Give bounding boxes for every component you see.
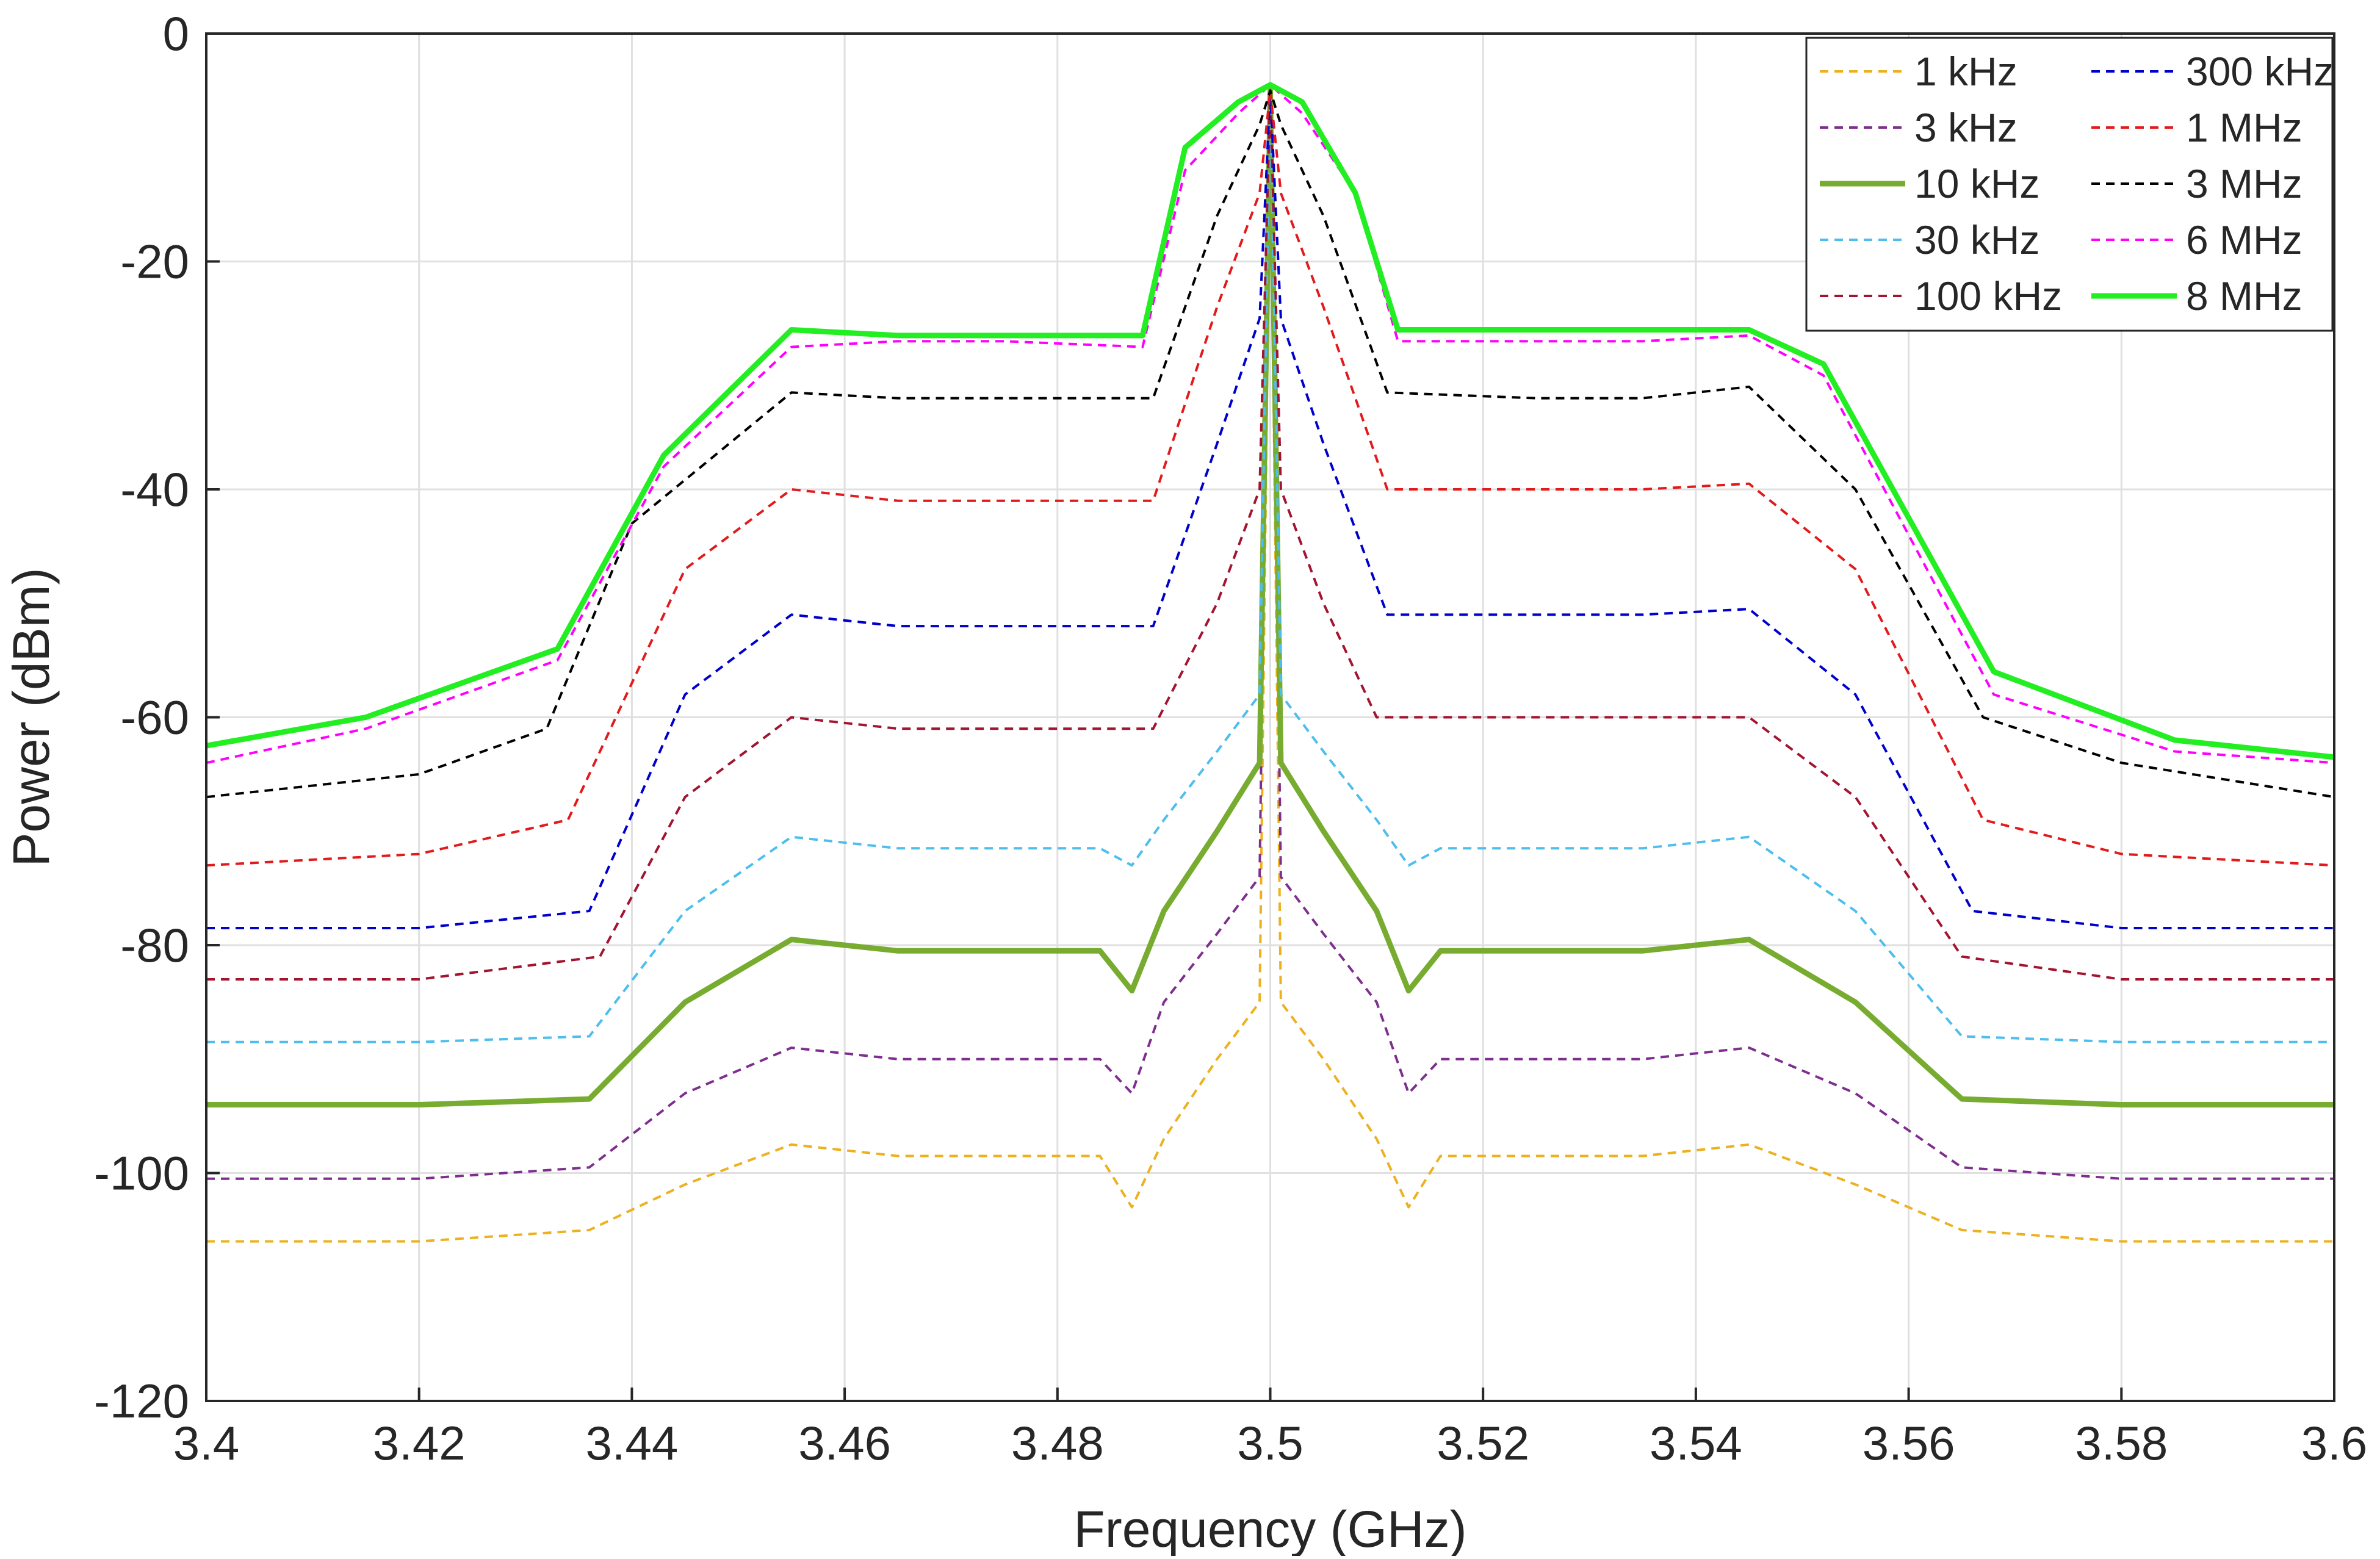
x-tick-label: 3.56 <box>1863 1416 1955 1470</box>
series-line-3-mhz <box>206 89 2335 799</box>
y-tick-label: -120 <box>94 1374 189 1428</box>
legend-label: 10 kHz <box>1914 161 2039 206</box>
legend-label: 3 MHz <box>2186 161 2302 206</box>
series-line-3-khz <box>206 89 2334 1180</box>
legend-label: 3 kHz <box>1914 105 2018 150</box>
legend-label: 300 kHz <box>2186 49 2334 94</box>
legend-label: 100 kHz <box>1914 273 2062 319</box>
y-tick-label: -100 <box>94 1147 189 1200</box>
y-tick-label: -80 <box>120 918 189 972</box>
series-line-8-mhz <box>206 82 2335 760</box>
y-tick-label: 0 <box>163 7 189 60</box>
x-tick-label: 3.46 <box>798 1416 891 1470</box>
y-tick-label: -40 <box>120 463 189 516</box>
x-tick-label: 3.52 <box>1437 1416 1529 1470</box>
series-line-1-khz <box>206 123 2334 1243</box>
x-tick-label: 3.4 <box>173 1416 239 1470</box>
series-line-6-mhz <box>206 84 2335 765</box>
x-tick-label: 3.48 <box>1011 1416 1104 1470</box>
legend-label: 30 kHz <box>1914 217 2039 262</box>
axis-ticks: 3.4 3.42 3.44 3.46 3.48 3.5 3.52 3.54 3.56 3.58 3.… <box>94 7 2367 1470</box>
legend: 1 kHz 3 kHz 10 kHz 30 kHz 100 kHz 300 kHz 1 MH… <box>1805 37 2334 332</box>
y-tick-label: -60 <box>120 691 189 744</box>
y-tick-label: -20 <box>120 235 189 289</box>
legend-label: 8 MHz <box>2186 273 2302 319</box>
x-tick-label: 3.54 <box>1650 1416 1742 1470</box>
legend-label: 1 kHz <box>1914 49 2018 94</box>
x-tick-label: 3.58 <box>2075 1416 2168 1470</box>
x-tick-label: 3.5 <box>1237 1416 1303 1470</box>
legend-label: 6 MHz <box>2186 217 2302 262</box>
legend-label: 1 MHz <box>2186 105 2302 150</box>
x-tick-label: 3.44 <box>585 1416 678 1470</box>
x-tick-label: 3.6 <box>2301 1416 2367 1470</box>
series-line-1-mhz <box>206 89 2335 867</box>
series-group <box>206 82 2335 1243</box>
x-axis-label: Frequency (GHz) <box>1073 1500 1466 1556</box>
x-tick-label: 3.42 <box>373 1416 466 1470</box>
y-axis-label: Power (dBm) <box>2 567 60 866</box>
